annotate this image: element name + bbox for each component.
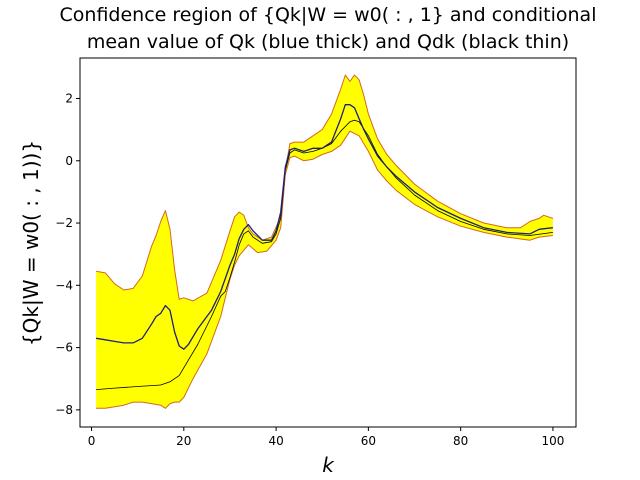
chart-title-line2: mean value of Qk (blue thick) and Qdk (b…: [87, 31, 569, 53]
x-tick-label: 40: [268, 434, 283, 448]
qk-mean-line: [95, 104, 553, 350]
y-tick-label: −6: [55, 341, 73, 355]
chart-title-line1: Confidence region of {Qk|W = w0( : , 1} …: [60, 4, 597, 26]
y-tick-label: −4: [55, 278, 73, 292]
x-tick-label: 60: [361, 434, 376, 448]
y-tick-label: 0: [65, 154, 73, 168]
y-axis: −8 −6 −4 −2 0 2: [55, 91, 80, 417]
x-tick-label: 100: [541, 434, 564, 448]
y-tick-label: −8: [55, 403, 73, 417]
y-tick-label: −2: [55, 216, 73, 230]
x-axis: 0 20 40 60 80 100: [88, 427, 564, 448]
plot-area: [95, 74, 554, 409]
axes-frame: [79, 57, 577, 428]
lower-bound-line: [96, 130, 553, 409]
y-axis-label: {Qk|W = w0( : , 1))}: [19, 140, 43, 346]
y-tick-label: 2: [65, 91, 73, 105]
x-axis-label: k: [322, 453, 335, 477]
confidence-region: [96, 75, 553, 409]
x-tick-label: 80: [453, 434, 468, 448]
x-tick-label: 20: [176, 434, 191, 448]
x-tick-label: 0: [88, 434, 96, 448]
